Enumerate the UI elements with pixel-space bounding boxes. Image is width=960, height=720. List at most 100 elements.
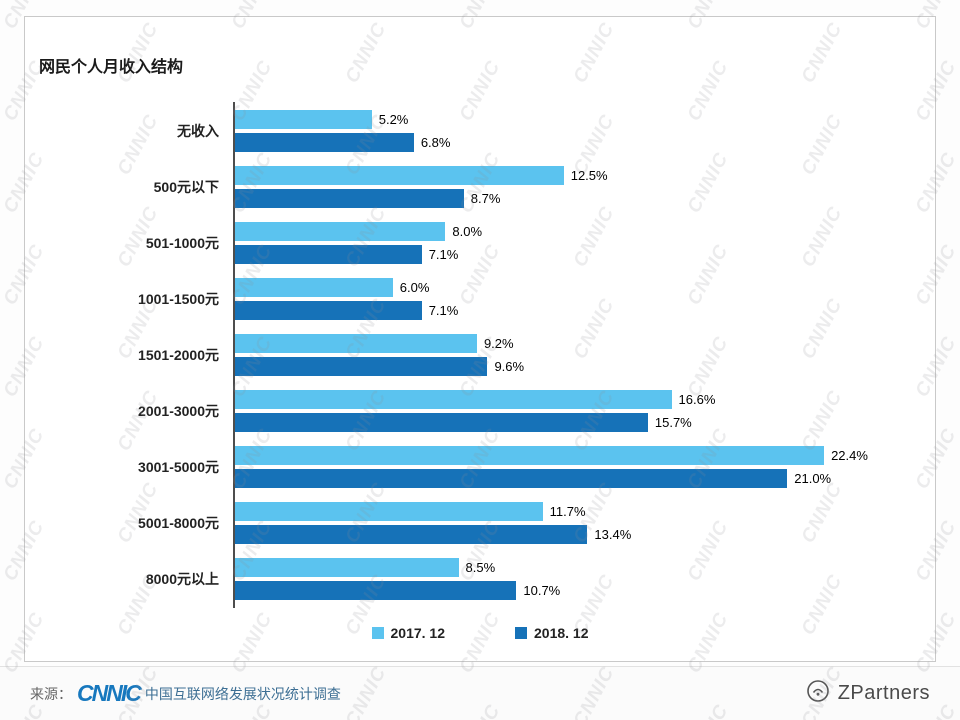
footer: 来源： CNNIC 中国互联网络发展状况统计调查 ZPartners	[0, 666, 960, 720]
value-label: 9.2%	[483, 336, 514, 351]
bar-group: 9.2% 9.6%	[233, 326, 899, 384]
chart-row: 500元以下 12.5% 8.7%	[39, 158, 899, 216]
category-label: 1001-1500元	[138, 291, 219, 307]
value-label: 11.7%	[549, 504, 586, 519]
bar	[235, 502, 543, 521]
legend-label-2018: 2018. 12	[534, 625, 589, 641]
bar	[235, 558, 459, 577]
bar-group: 16.6% 15.7%	[233, 382, 899, 440]
category-label: 无收入	[177, 123, 219, 139]
bar-line: 6.8%	[235, 132, 899, 153]
value-label: 8.5%	[465, 560, 496, 575]
bar-line: 15.7%	[235, 412, 899, 433]
bar	[235, 301, 422, 320]
source-prefix: 来源：	[30, 685, 72, 702]
chart-title: 网民个人月收入结构	[39, 59, 184, 76]
bar	[235, 334, 477, 353]
category-label: 8000元以上	[145, 571, 219, 587]
bar-line: 6.0%	[235, 277, 899, 298]
source-text: 中国互联网络发展状况统计调查	[144, 685, 341, 702]
bar-line: 13.4%	[235, 524, 899, 545]
value-label: 9.6%	[494, 359, 525, 374]
bar-line: 22.4%	[235, 445, 899, 466]
chart-row: 8000元以上 8.5% 10.7%	[39, 550, 899, 608]
value-label: 22.4%	[831, 448, 868, 463]
bar-line: 7.1%	[235, 300, 899, 321]
legend-item-2018: 2018. 12	[515, 625, 589, 641]
value-label: 10.7%	[523, 583, 561, 598]
bar	[235, 525, 588, 544]
category-label: 500元以下	[153, 179, 219, 195]
brand-name: ZPartners	[837, 682, 930, 704]
bar-group: 6.0% 7.1%	[233, 270, 899, 328]
category-label: 3001-5000元	[138, 459, 219, 475]
bar	[235, 133, 414, 152]
legend-swatch-2018	[515, 627, 527, 639]
bar-line: 16.6%	[235, 389, 899, 410]
value-label: 6.0%	[399, 280, 430, 295]
value-label: 13.4%	[594, 527, 632, 542]
bar-line: 9.6%	[235, 356, 899, 377]
category-label: 5001-8000元	[138, 515, 219, 531]
bar-group: 22.4% 21.0%	[233, 438, 899, 496]
value-label: 5.2%	[378, 112, 409, 127]
bar-chart: 无收入 5.2% 6.8% 500元以下 12.5% 8.7% 501-1000元 8.0% 7…	[39, 102, 899, 608]
value-label: 16.6%	[678, 392, 716, 407]
bar	[235, 222, 446, 241]
chart-legend: 2017. 12 2018. 12	[25, 625, 935, 641]
bar-line: 8.7%	[235, 188, 899, 209]
bar	[235, 469, 788, 488]
source-line: 来源： CNNIC 中国互联网络发展状况统计调查	[30, 680, 341, 707]
bar	[235, 166, 564, 185]
bar-group: 12.5% 8.7%	[233, 158, 899, 216]
value-label: 8.7%	[470, 191, 501, 206]
chart-row: 3001-5000元 22.4% 21.0%	[39, 438, 899, 496]
chart-row: 无收入 5.2% 6.8%	[39, 102, 899, 160]
bar	[235, 110, 372, 129]
brand: ZPartners	[806, 679, 930, 708]
legend-label-2017: 2017. 12	[390, 625, 446, 641]
chart-row: 5001-8000元 11.7% 13.4%	[39, 494, 899, 552]
bar	[235, 390, 672, 409]
bar-line: 21.0%	[235, 468, 899, 489]
value-label: 15.7%	[654, 415, 692, 430]
zpartners-logo-icon	[806, 679, 830, 708]
bar-group: 5.2% 6.8%	[233, 102, 899, 160]
bar	[235, 245, 422, 264]
legend-swatch-2017	[371, 627, 384, 639]
chart-row: 2001-3000元 16.6% 15.7%	[39, 382, 899, 440]
bar-group: 11.7% 13.4%	[233, 494, 899, 552]
bar-line: 9.2%	[235, 333, 899, 354]
value-label: 12.5%	[570, 168, 608, 183]
bar-line: 12.5%	[235, 165, 899, 186]
chart-row: 1501-2000元 9.2% 9.6%	[39, 326, 899, 384]
value-label: 8.0%	[452, 224, 483, 239]
category-label: 2001-3000元	[138, 403, 219, 419]
bar	[235, 581, 517, 600]
bar-line: 10.7%	[235, 580, 899, 601]
value-label: 21.0%	[794, 471, 832, 486]
legend-item-2017: 2017. 12	[371, 625, 446, 641]
category-label: 501-1000元	[145, 235, 219, 251]
bar-line: 8.0%	[235, 221, 899, 242]
category-label: 1501-2000元	[138, 347, 219, 363]
bar	[235, 189, 464, 208]
bar-group: 8.0% 7.1%	[233, 214, 899, 272]
bar-group: 8.5% 10.7%	[233, 550, 899, 608]
bar	[235, 413, 648, 432]
bar-line: 5.2%	[235, 109, 899, 130]
bar-line: 7.1%	[235, 244, 899, 265]
cnnic-logo: CNNIC	[77, 680, 142, 706]
value-label: 7.1%	[428, 303, 459, 318]
chart-panel: 网民个人月收入结构 无收入 5.2% 6.8% 500元以下 12.5% 8.7% 501-…	[24, 16, 936, 662]
bar	[235, 446, 825, 465]
chart-row: 1001-1500元 6.0% 7.1%	[39, 270, 899, 328]
bar	[235, 357, 488, 376]
bar-line: 8.5%	[235, 557, 899, 578]
bar	[235, 278, 393, 297]
chart-row: 501-1000元 8.0% 7.1%	[39, 214, 899, 272]
bar-line: 11.7%	[235, 501, 899, 522]
value-label: 7.1%	[428, 247, 459, 262]
value-label: 6.8%	[420, 135, 451, 150]
